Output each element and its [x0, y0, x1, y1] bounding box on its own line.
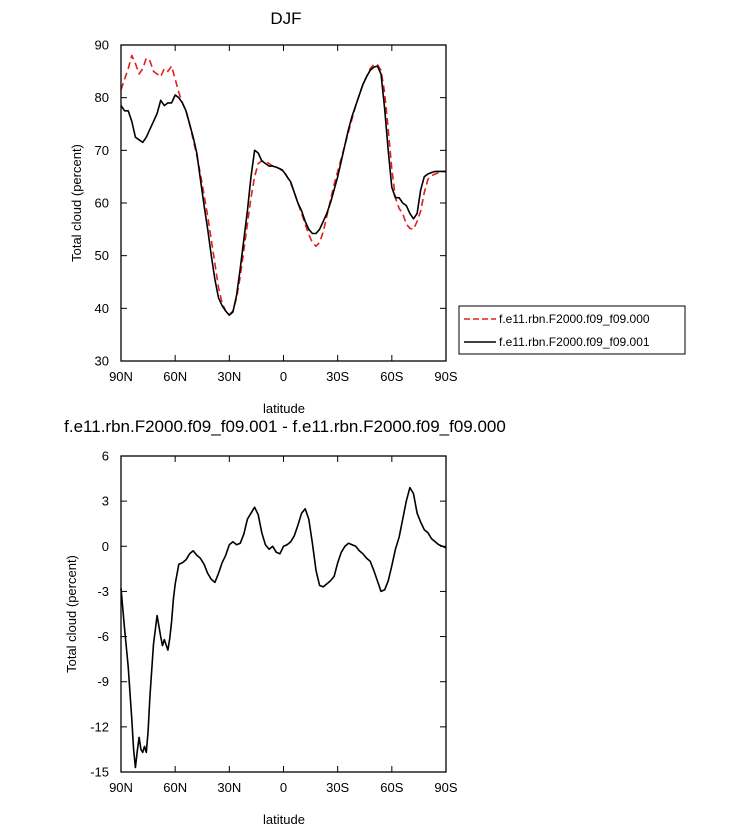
top-chart-ticks: 90N 60N 30N 0 30S 60S 90S 30 40 50 60 70 80 90 — [95, 38, 458, 385]
bottom-chart-series-layer — [120, 486, 447, 769]
bottom-chart-x-tick-label: 0 — [280, 780, 287, 795]
top-chart-y-tick-label: 40 — [95, 301, 109, 316]
bottom-chart-title: f.e11.rbn.F2000.f09_f09.001 - f.e11.rbn.… — [64, 417, 506, 436]
legend: f.e11.rbn.F2000.f09_f09.000 f.e11.rbn.F2… — [458, 305, 686, 355]
top-chart-x-axis-label: latitude — [263, 401, 305, 416]
bottom-chart-x-tick-label: 60S — [380, 780, 403, 795]
bottom-chart-series-0-line — [120, 486, 447, 769]
bottom-chart-y-tick-label: 0 — [102, 539, 109, 554]
top-chart-x-tick-label: 90N — [109, 369, 133, 384]
bottom-chart-y-tick-label: -9 — [97, 674, 109, 689]
bottom-chart-x-tick-label: 90S — [434, 780, 457, 795]
top-chart-series-layer — [120, 54, 446, 316]
top-chart-x-tick-label: 60N — [163, 369, 187, 384]
top-chart: DJF latitude Total cloud (percent) 90N 60… — [69, 9, 686, 416]
top-chart-x-tick-label: 0 — [280, 369, 287, 384]
bottom-chart-y-tick-label: -12 — [90, 719, 109, 734]
bottom-chart-y-tick-label: 3 — [102, 494, 109, 509]
top-chart-y-tick-label: 90 — [95, 38, 109, 53]
bottom-chart-x-tick-label: 30S — [326, 780, 349, 795]
top-chart-x-tick-label: 30N — [217, 369, 241, 384]
bottom-chart-y-axis-label: Total cloud (percent) — [64, 555, 79, 673]
bottom-chart-x-tick-label: 90N — [109, 780, 133, 795]
legend-label-series-1: f.e11.rbn.F2000.f09_f09.001 — [499, 335, 650, 349]
top-chart-y-tick-label: 70 — [95, 143, 109, 158]
bottom-chart-x-axis-label: latitude — [263, 812, 305, 827]
bottom-chart-y-tick-label: 6 — [102, 449, 109, 464]
top-chart-y-tick-label: 30 — [95, 354, 109, 369]
top-chart-x-tick-label: 30S — [326, 369, 349, 384]
top-chart-y-tick-label: 50 — [95, 248, 109, 263]
bottom-chart-ticks: 90N 60N 30N 0 30S 60S 90S -15 -12 -9 -6 -3 0 3 6 — [90, 449, 458, 796]
top-chart-x-tick-label: 90S — [434, 369, 457, 384]
top-chart-y-axis-label: Total cloud (percent) — [69, 144, 84, 262]
top-chart-y-tick-label: 80 — [95, 90, 109, 105]
top-chart-y-tick-label: 60 — [95, 196, 109, 211]
top-chart-title: DJF — [270, 9, 301, 28]
bottom-chart-y-tick-label: -3 — [97, 584, 109, 599]
bottom-chart-x-tick-label: 60N — [163, 780, 187, 795]
top-chart-x-tick-label: 60S — [380, 369, 403, 384]
bottom-chart-x-tick-label: 30N — [217, 780, 241, 795]
bottom-chart-y-tick-label: -6 — [97, 629, 109, 644]
top-chart-series-1-line — [120, 65, 446, 316]
bottom-chart-y-tick-label: -15 — [90, 765, 109, 780]
legend-label-series-0: f.e11.rbn.F2000.f09_f09.000 — [499, 312, 650, 326]
bottom-chart: f.e11.rbn.F2000.f09_f09.001 - f.e11.rbn.… — [64, 417, 506, 827]
legend-box — [458, 305, 686, 355]
